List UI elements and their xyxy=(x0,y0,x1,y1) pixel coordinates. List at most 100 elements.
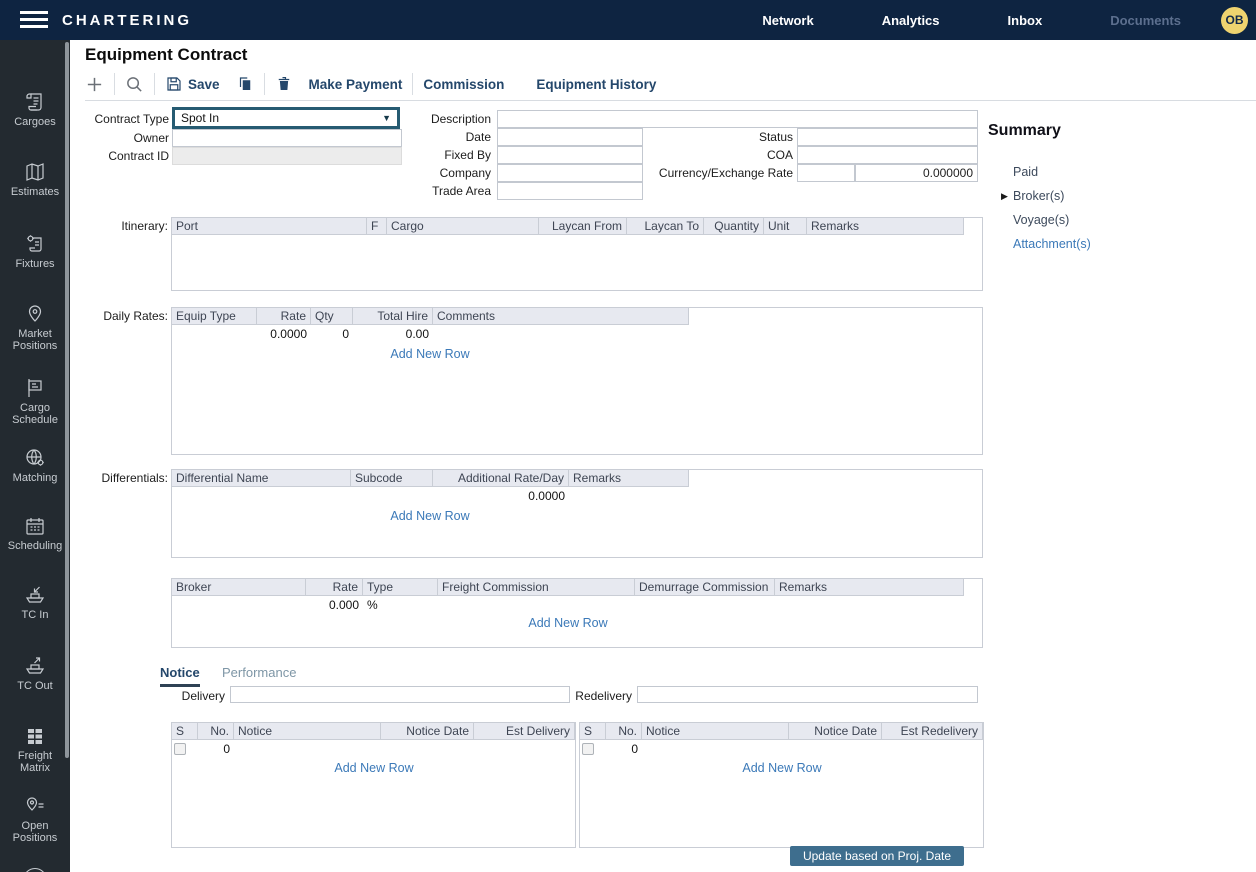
help-icon[interactable]: ? xyxy=(23,868,47,872)
brokers-row: 0.000 % xyxy=(172,596,982,614)
flag-chart-icon xyxy=(28,379,42,397)
scroll-icon xyxy=(26,93,42,111)
top-nav-links: Network Analytics Inbox Documents OB xyxy=(728,0,1248,40)
top-nav: CHARTERING Network Analytics Inbox Docum… xyxy=(0,0,1256,40)
sidebar-item-fixtures[interactable]: Fixtures xyxy=(0,232,70,271)
daily-rates-add-new-row-link[interactable]: Add New Row xyxy=(390,347,470,361)
coa-label: COA xyxy=(766,148,793,162)
nav-analytics[interactable]: Analytics xyxy=(881,12,940,28)
owner-input[interactable] xyxy=(172,129,402,147)
user-avatar[interactable]: OB xyxy=(1221,6,1248,34)
itinerary-label: Itinerary: xyxy=(121,219,168,233)
notice-redelivery-grid: S No. Notice Notice Date Est Redelivery … xyxy=(579,722,984,848)
currency-exchange-rate-label: Currency/Exchange Rate xyxy=(658,166,793,180)
redelivery-input[interactable] xyxy=(637,686,978,703)
tab-notice[interactable]: Notice xyxy=(160,665,200,687)
delivery-input[interactable] xyxy=(230,686,570,703)
sidebar-item-tc-in[interactable]: TC In xyxy=(0,583,70,622)
description-input[interactable] xyxy=(497,110,978,128)
equipment-history-button[interactable]: Equipment History xyxy=(536,76,657,92)
sidebar-scrollbar[interactable] xyxy=(65,42,69,758)
notice-redelivery-grid-header: S No. Notice Notice Date Est Redelivery xyxy=(580,723,983,740)
map-pin-icon xyxy=(28,305,42,322)
calendar-icon xyxy=(26,518,44,535)
brokers-add-new-row-link[interactable]: Add New Row xyxy=(528,616,608,630)
chevron-down-icon: ▼ xyxy=(382,113,391,123)
toolbar-divider xyxy=(263,73,265,95)
coa-input[interactable] xyxy=(797,146,978,164)
ship-in-icon xyxy=(25,586,45,603)
contract-id-input xyxy=(172,147,402,165)
differentials-add-new-row-link[interactable]: Add New Row xyxy=(390,509,470,523)
summary-item-voyages: ▶Voyage(s) xyxy=(1013,213,1070,227)
notice-redelivery-add-new-row-link[interactable]: Add New Row xyxy=(742,761,822,775)
trade-area-input[interactable] xyxy=(497,182,643,200)
sidebar-item-estimates[interactable]: Estimates xyxy=(0,160,70,199)
differentials-label: Differentials: xyxy=(101,471,168,485)
fixed-by-input[interactable] xyxy=(497,146,643,164)
select-checkbox[interactable] xyxy=(174,743,186,755)
owner-label: Owner xyxy=(133,131,169,145)
notice-delivery-grid-header: S No. Notice Notice Date Est Delivery xyxy=(172,723,575,740)
contract-type-label: Contract Type xyxy=(94,112,169,126)
copy-button[interactable] xyxy=(236,75,254,93)
update-based-on-proj-date-button[interactable]: Update based on Proj. Date xyxy=(790,846,964,866)
delivery-label: Delivery xyxy=(181,689,225,703)
qty-value: 0 xyxy=(342,327,349,341)
date-label: Date xyxy=(465,130,491,144)
date-input[interactable] xyxy=(497,128,643,146)
daily-rates-row: 0.0000 0 0.00 xyxy=(172,325,982,343)
sidebar-item-cargo-schedule[interactable]: Cargo Schedule xyxy=(0,376,70,426)
company-input[interactable] xyxy=(497,164,643,182)
sidebar-item-open-positions[interactable]: Open Positions xyxy=(0,794,70,844)
notice-redelivery-row: 0 xyxy=(580,740,983,758)
differentials-grid: Differential Name Subcode Additional Rat… xyxy=(171,469,983,558)
sidebar-item-scheduling[interactable]: Scheduling xyxy=(0,514,70,553)
toolbar: Save Make Payment Commission Equipment H… xyxy=(85,70,656,98)
globe-gear-icon xyxy=(26,449,44,466)
sidebar-item-freight-matrix[interactable]: Freight Matrix xyxy=(0,724,70,774)
summary-title: Summary xyxy=(988,122,1061,139)
notice-delivery-row: 0 xyxy=(172,740,575,758)
daily-rates-grid-header: Equip Type Rate Qty Total Hire Comments xyxy=(172,308,689,325)
sidebar-item-cargoes[interactable]: Cargoes xyxy=(0,90,70,129)
brokers-grid-header: Broker Rate Type Freight Commission Demu… xyxy=(172,579,964,596)
select-checkbox[interactable] xyxy=(582,743,594,755)
summary-item-brokers[interactable]: ▶ Broker(s) xyxy=(1001,189,1065,203)
redelivery-label: Redelivery xyxy=(575,689,632,703)
company-label: Company xyxy=(439,166,491,180)
differentials-row: 0.0000 xyxy=(172,487,982,505)
nav-network[interactable]: Network xyxy=(762,12,814,28)
tab-performance[interactable]: Performance xyxy=(222,665,297,680)
notice-no-value: 0 xyxy=(631,742,638,756)
exchange-rate-input[interactable] xyxy=(855,164,978,182)
rate-value: 0.0000 xyxy=(270,327,307,341)
toolbar-divider xyxy=(114,73,115,95)
search-button[interactable] xyxy=(125,75,144,94)
commission-button[interactable]: Commission xyxy=(423,76,505,92)
add-button[interactable] xyxy=(85,75,104,94)
contract-type-select[interactable]: Spot In ▼ xyxy=(172,107,400,129)
nav-inbox[interactable]: Inbox xyxy=(1007,12,1043,28)
sidebar-item-tc-out[interactable]: TC Out xyxy=(0,654,70,693)
menu-icon[interactable] xyxy=(20,11,48,29)
make-payment-button[interactable]: Make Payment xyxy=(308,76,403,92)
status-label: Status xyxy=(758,130,793,144)
status-input[interactable] xyxy=(797,128,978,146)
notice-delivery-add-new-row-link[interactable]: Add New Row xyxy=(334,761,414,775)
save-button[interactable]: Save xyxy=(165,75,220,93)
total-hire-value: 0.00 xyxy=(405,327,429,341)
currency-input[interactable] xyxy=(797,164,855,182)
copy-icon xyxy=(239,77,250,90)
sidebar-item-market-positions[interactable]: Market Positions xyxy=(0,302,70,352)
delete-button[interactable] xyxy=(275,75,293,93)
summary-item-paid: ▶Paid xyxy=(1013,165,1039,179)
sidebar-item-matching[interactable]: Matching xyxy=(0,446,70,485)
scroll-gear-icon xyxy=(27,235,42,252)
summary-item-attachments[interactable]: ▶Attachment(s) xyxy=(1013,237,1091,251)
additional-rate-value: 0.0000 xyxy=(528,489,565,503)
nav-documents[interactable]: Documents xyxy=(1110,12,1181,28)
caret-right-icon: ▶ xyxy=(1001,190,1008,201)
broker-type-value: % xyxy=(367,598,378,612)
